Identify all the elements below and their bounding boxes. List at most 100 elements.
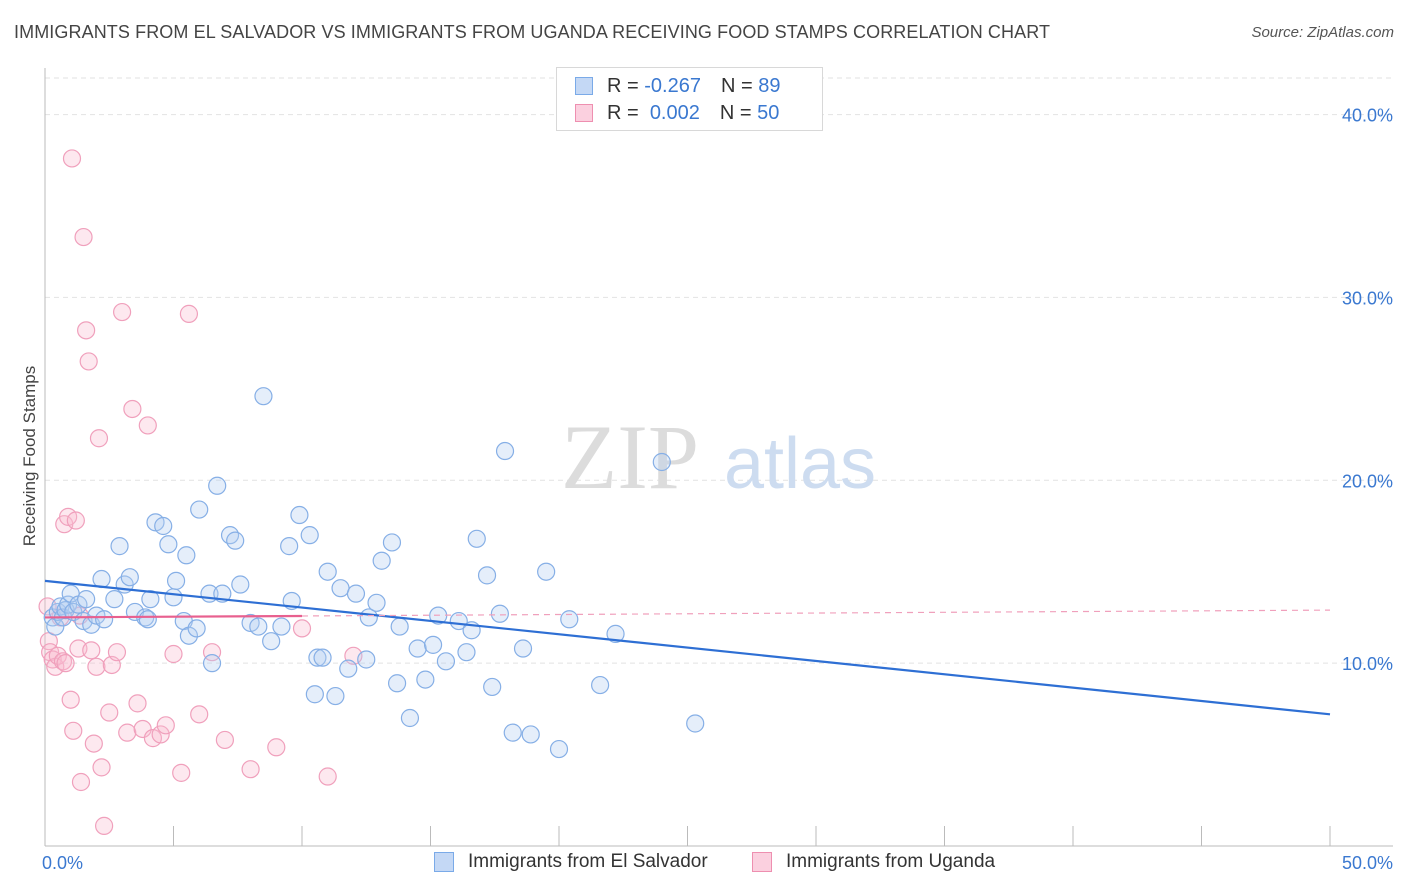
data-point-el-salvador [549,739,569,759]
data-point-uganda [292,619,312,638]
data-point-el-salvador [416,670,435,689]
data-point-el-salvador [408,639,427,658]
data-point-el-salvador [357,650,376,669]
data-point-uganda [267,738,286,757]
data-point-el-salvador [220,526,240,545]
data-point-uganda [172,763,191,782]
watermark-atlas: atlas [724,424,876,504]
bottom-legend-swatch-uganda [752,852,772,872]
data-point-el-salvador [280,537,299,556]
data-point-uganda [79,352,98,371]
data-point-uganda [179,304,199,323]
data-point-el-salvador [503,723,522,742]
data-point-el-salvador [495,441,515,461]
data-point-el-salvador [177,546,196,565]
legend-swatch-el-salvador [575,77,593,95]
data-point-uganda [151,725,170,744]
data-point-uganda [128,694,147,713]
bottom-legend-label-el-salvador: Immigrants from El Salvador [468,851,708,872]
data-point-el-salvador [457,643,476,662]
source-label: Source: ZipAtlas.com [1251,24,1394,41]
legend-row-el-salvador: R = -0.267 N = 89 [575,74,780,98]
data-point-uganda [123,399,142,419]
data-point-el-salvador [308,648,327,667]
data-point-el-salvador [272,617,291,636]
data-point-el-salvador [331,579,350,598]
data-point-uganda [62,149,82,168]
data-point-el-salvador [290,505,309,525]
y-tick-label: 20.0% [1342,471,1393,491]
data-point-el-salvador [141,590,160,609]
data-point-el-salvador [77,590,96,609]
data-point-el-salvador [477,566,497,585]
data-point-uganda [64,721,83,740]
data-point-el-salvador [339,659,358,678]
trend-line-uganda [44,614,303,619]
legend-n-value: 50 [757,101,780,124]
chart-title: IMMIGRANTS FROM EL SALVADOR VS IMMIGRANT… [14,22,1051,42]
watermark: ZIP atlas [561,406,876,508]
data-point-el-salvador [95,610,114,629]
data-point-el-salvador [92,569,111,589]
data-point-el-salvador [190,500,209,519]
data-point-el-salvador [226,531,245,550]
data-point-uganda [190,705,209,724]
data-point-uganda [89,429,109,448]
legend-swatch-uganda [575,104,593,122]
data-point-uganda [318,767,337,786]
data-point-el-salvador [110,537,129,556]
data-point-el-salvador [179,626,199,645]
data-point-uganda [56,654,75,673]
data-point-el-salvador [513,639,533,658]
data-point-uganda [95,816,114,835]
data-point-uganda [77,321,96,340]
data-point-el-salvador [326,686,345,706]
data-point-el-salvador [652,452,671,472]
data-point-el-salvador [105,590,124,609]
data-point-uganda [100,703,119,722]
data-point-el-salvador [254,387,273,406]
series-uganda-points [38,149,363,835]
data-point-uganda [84,734,103,753]
data-point-el-salvador [483,677,502,697]
data-point-el-salvador [367,593,386,612]
legend-n-label: N = [720,74,753,97]
legend-r-label: R = [607,101,639,124]
data-point-uganda [71,772,91,792]
data-point-uganda [156,716,175,735]
data-point-uganda [87,657,106,676]
data-point-el-salvador [606,624,625,643]
data-point-el-salvador [591,675,610,695]
data-point-el-salvador [521,725,540,744]
data-point-el-salvador [166,571,186,590]
data-point-uganda [118,723,137,742]
data-point-el-salvador [138,610,157,629]
bottom-legend-el-salvador: Immigrants from El Salvador [434,851,708,873]
y-axis-label: Receiving Food Stamps [20,365,39,547]
data-point-el-salvador [262,632,281,651]
data-point-uganda [82,641,101,660]
axes [44,68,1393,847]
data-point-uganda [61,690,80,709]
legend-row-uganda: R = 0.002 N = 50 [575,101,779,125]
legend-r-value: 0.002 [649,101,700,124]
watermark-zip: ZIP [561,406,699,508]
data-point-uganda [53,652,73,671]
data-point-el-salvador [313,648,332,667]
data-point-el-salvador [305,685,324,704]
legend-n-label: N = [719,101,752,124]
data-point-uganda [48,646,67,665]
legend-n-value: 89 [758,74,781,97]
trend-lines [44,579,1331,716]
series-el-salvador-points [43,387,705,759]
legend-r-value: -0.267 [644,74,701,97]
data-point-uganda [66,511,85,530]
data-point-el-salvador [436,652,456,671]
y-tick-label: 40.0% [1342,106,1393,126]
y-tick-label: 30.0% [1342,288,1393,308]
trend-line-el-salvador [44,579,1331,716]
data-point-uganda [107,643,127,662]
data-point-uganda [133,719,152,739]
data-point-el-salvador [387,674,407,693]
x-tick-label: 0.0% [42,853,83,873]
